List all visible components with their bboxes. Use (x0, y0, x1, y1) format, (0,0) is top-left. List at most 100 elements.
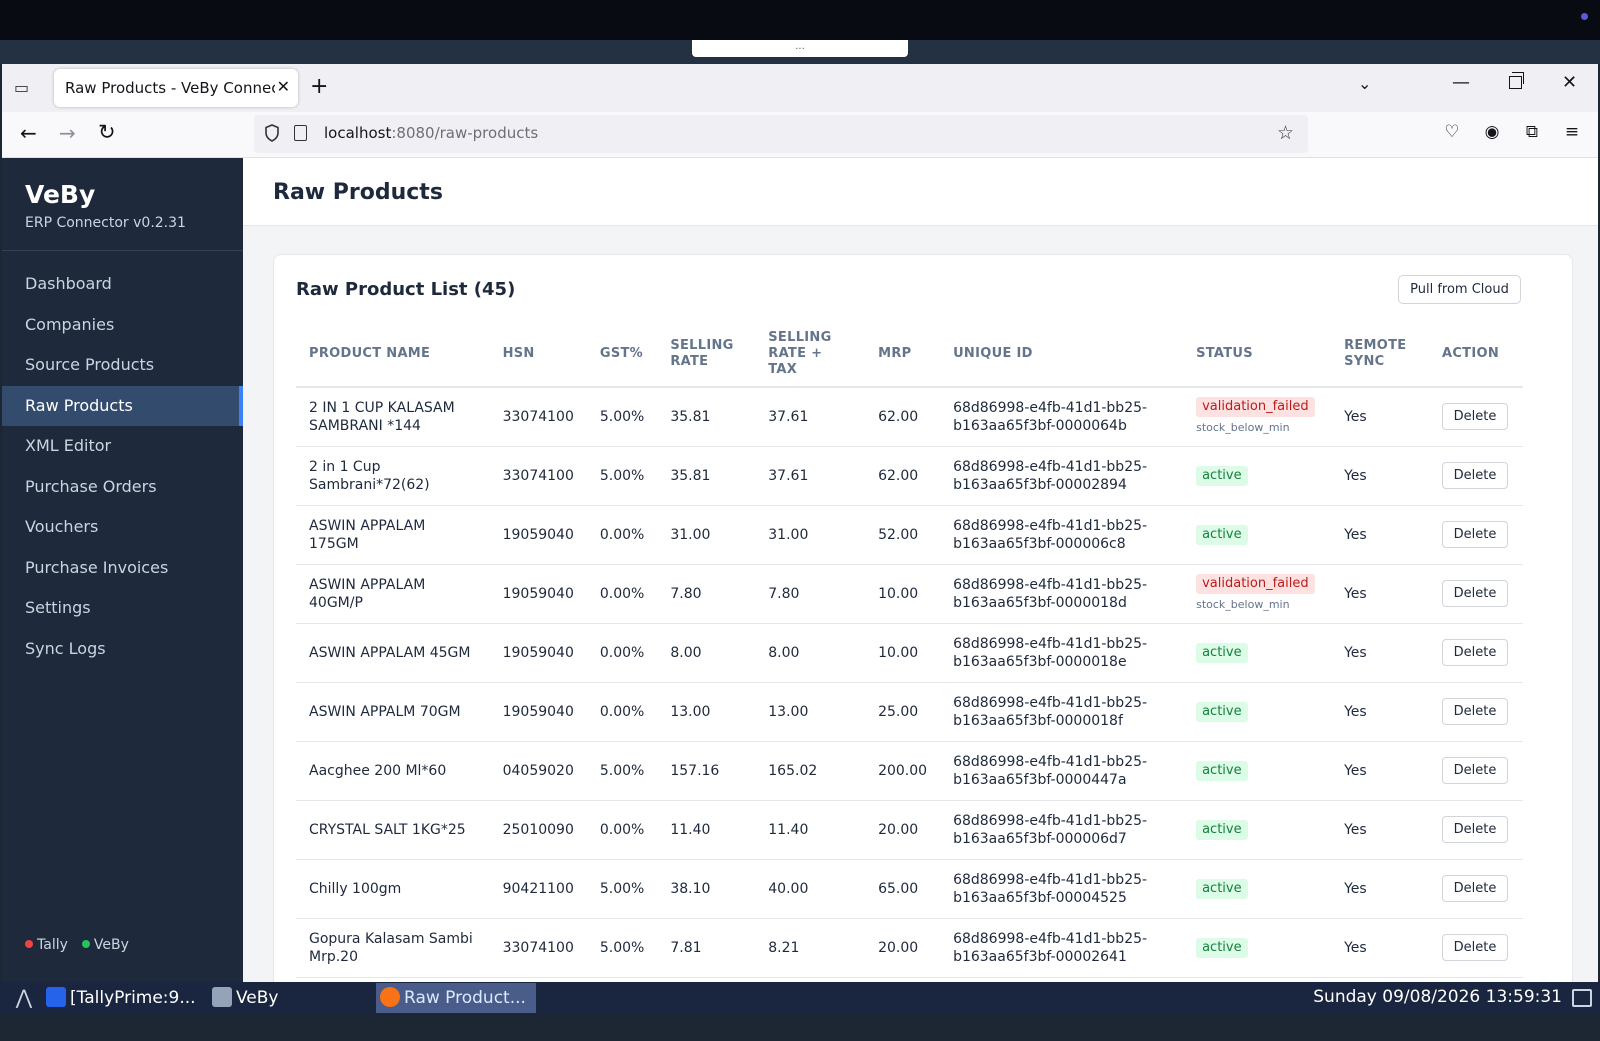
taskbar-item-veby-folder[interactable]: VeBy (212, 983, 372, 1013)
delete-button[interactable]: Delete (1441, 521, 1508, 548)
forward-arrow-icon[interactable]: → (59, 121, 76, 145)
cell-remote-sync: Yes (1331, 564, 1429, 624)
cell-selling-rate: 35.81 (657, 446, 756, 506)
reload-icon[interactable]: ↻ (98, 120, 116, 144)
cell-mrp: 52.00 (865, 505, 941, 565)
cell-hsn: 04059020 (489, 741, 587, 801)
sidebar-item-raw-products[interactable]: Raw Products (2, 385, 243, 426)
cell-status: validation_failed stock_below_min (1183, 387, 1332, 447)
browser-tab[interactable]: Raw Products - VeBy Connector ✕ (54, 69, 298, 107)
new-tab-icon[interactable]: + (310, 74, 329, 99)
cell-remote-sync: Yes (1331, 387, 1429, 447)
cell-mrp: 10.00 (865, 564, 941, 624)
window-drag-handle[interactable]: ... (692, 40, 908, 57)
account-icon[interactable]: ◉ (1484, 122, 1500, 142)
taskbar-item-firefox[interactable]: Raw Product... (376, 983, 536, 1013)
tally-status: Tally (25, 937, 68, 953)
cell-product-name: Aacghee 200 Ml*60 (296, 741, 490, 801)
sidebar-item-source-products[interactable]: Source Products (25, 355, 155, 374)
start-menu-icon[interactable]: ⋀ (15, 985, 33, 1009)
firefox-icon (380, 987, 400, 1007)
status-badge: active (1196, 878, 1248, 899)
delete-button[interactable]: Delete (1441, 757, 1508, 784)
col-header-hsn[interactable]: HSN (489, 321, 587, 388)
cell-unique-id: 68d86998-e4fb-41d1-bb25-b163aa65f3bf-000… (940, 387, 1184, 447)
pocket-icon[interactable]: ♡ (1444, 122, 1460, 142)
url-text[interactable]: localhost:8080/raw-products (324, 124, 538, 142)
page-info-icon[interactable] (294, 125, 307, 141)
cell-hsn: 19059040 (489, 505, 587, 565)
delete-button[interactable]: Delete (1441, 462, 1508, 489)
cell-action: Delete (1428, 564, 1523, 624)
sidebar-item-xml-editor[interactable]: XML Editor (25, 436, 112, 455)
col-header-remote-sync[interactable]: REMOTE SYNC (1331, 321, 1429, 388)
col-header-product-name[interactable]: PRODUCT NAME (296, 321, 490, 388)
taskbar-item-label: [TallyPrime:9... (70, 988, 196, 1008)
menu-icon[interactable]: ≡ (1564, 122, 1580, 142)
cell-status: active (1183, 859, 1332, 919)
col-header-mrp[interactable]: MRP (865, 321, 941, 388)
sidebar-item-dashboard[interactable]: Dashboard (25, 274, 112, 293)
status-badge: active (1196, 760, 1248, 781)
navigation-bar: ← → ↻ localhost:8080/raw-products ☆ ♡ ◉ … (2, 112, 1598, 158)
tallyprime-app-icon (46, 987, 66, 1007)
sidebar-item-vouchers[interactable]: Vouchers (25, 517, 99, 536)
col-header-selling-rate[interactable]: SELLING RATE (657, 321, 756, 388)
close-window-icon[interactable]: ✕ (1562, 72, 1578, 93)
extensions-icon[interactable]: ⧉ (1525, 122, 1539, 142)
veby-status: VeBy (81, 937, 129, 953)
col-header-selling-rate-tax[interactable]: SELLING RATE + TAX (755, 321, 866, 388)
cell-mrp: 62.00 (865, 387, 941, 447)
back-arrow-icon[interactable]: ← (20, 121, 37, 145)
cell-mrp: 10.00 (865, 623, 941, 683)
cell-hsn: 19059040 (489, 564, 587, 624)
minimize-icon[interactable]: — (1452, 72, 1470, 93)
delete-button[interactable]: Delete (1441, 816, 1508, 843)
address-bar[interactable]: localhost:8080/raw-products ☆ (254, 115, 1308, 153)
cell-unique-id: 68d86998-e4fb-41d1-bb25-b163aa65f3bf-000… (940, 741, 1184, 801)
cell-remote-sync: Yes (1331, 859, 1429, 919)
taskbar-item-tallyprime[interactable]: [TallyPrime:9... (46, 983, 206, 1013)
cell-action: Delete (1428, 800, 1523, 860)
cell-gst: 0.00% (586, 505, 658, 565)
delete-button[interactable]: Delete (1441, 698, 1508, 725)
cell-mrp: 20.00 (865, 800, 941, 860)
table-row: ASWIN APPALAM 45GM 19059040 0.00% 8.00 8.00 1… (296, 623, 1523, 683)
cell-mrp: 20.00 (865, 918, 941, 978)
restore-icon[interactable] (1509, 72, 1524, 89)
cell-gst: 5.00% (586, 859, 658, 919)
col-header-gst[interactable]: GST% (586, 321, 658, 388)
taskbar-clock[interactable]: Sunday 09/08/2026 13:59:31 (1313, 987, 1562, 1007)
bookmark-star-icon[interactable]: ☆ (1276, 122, 1294, 144)
products-table: PRODUCT NAME HSN GST% SELLING RATE SELLI… (296, 321, 1523, 978)
delete-button[interactable]: Delete (1441, 580, 1508, 607)
sidebar-item-companies[interactable]: Companies (25, 314, 115, 334)
delete-button[interactable]: Delete (1441, 639, 1508, 666)
sidebar-item-settings[interactable]: Settings (25, 598, 91, 617)
table-row: CRYSTAL SALT 1KG*25 25010090 0.00% 11.40 11.… (296, 800, 1523, 860)
workspace-indicator[interactable] (1581, 13, 1588, 20)
cell-product-name: ASWIN APPALAM 175GM (296, 505, 490, 565)
sidebar-divider (2, 250, 243, 251)
sidebar-item-sync-logs[interactable]: Sync Logs (25, 638, 106, 658)
shield-icon[interactable] (264, 124, 280, 142)
table-row: Chilly 100gm 90421100 5.00% 38.10 40.00 65.00… (296, 859, 1523, 919)
pull-from-cloud-button[interactable]: Pull from Cloud (1398, 275, 1521, 304)
col-header-status[interactable]: STATUS (1183, 321, 1332, 388)
tab-overview-icon[interactable]: ▭ (14, 78, 30, 97)
sidebar: VeBy ERP Connector v0.2.31 Dashboard Com… (2, 158, 243, 982)
sidebar-item-purchase-orders[interactable]: Purchase Orders (25, 476, 157, 496)
close-tab-icon[interactable]: ✕ (276, 77, 290, 96)
cell-mrp: 65.00 (865, 859, 941, 919)
cell-selling-rate-tax: 7.80 (755, 564, 866, 624)
delete-button[interactable]: Delete (1441, 875, 1508, 902)
sidebar-item-purchase-invoices[interactable]: Purchase Invoices (25, 557, 169, 577)
cell-selling-rate-tax: 31.00 (755, 505, 866, 565)
delete-button[interactable]: Delete (1441, 403, 1508, 431)
col-header-unique-id[interactable]: UNIQUE ID (940, 321, 1184, 388)
system-tray-icon[interactable] (1572, 989, 1592, 1007)
list-tabs-chevron-icon[interactable]: ⌄ (1358, 74, 1372, 93)
delete-button[interactable]: Delete (1441, 934, 1508, 961)
connection-status: Tally VeBy (25, 937, 129, 953)
cell-selling-rate: 38.10 (657, 859, 756, 919)
